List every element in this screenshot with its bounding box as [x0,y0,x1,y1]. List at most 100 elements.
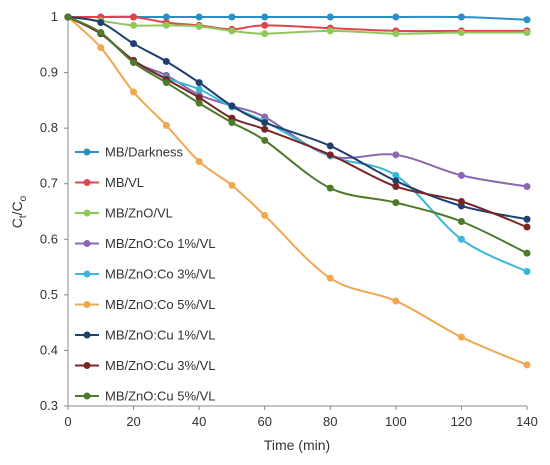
y-tick-label: 0.7 [40,176,58,191]
data-point [261,211,269,219]
y-ticks: 0.3 0.4 0.5 0.6 0.7 0.8 0.9 1 [40,9,68,413]
data-point [392,182,400,190]
x-tick-label: 140 [516,414,538,429]
series-9 [64,13,531,257]
data-point [523,361,531,369]
legend: MB/Darkness MB/VL MB/ZnO/VL MB/ZnO:Co 1%/VL… [75,145,216,404]
series-line [68,15,527,33]
series-3 [64,13,531,38]
data-point [97,29,105,37]
y-axis-title: Ct/Co [9,195,29,228]
y-tick-label: 0.8 [40,120,58,135]
legend-item: MB/ZnO:Cu 3%/VL [75,358,216,373]
x-tick-label: 80 [323,414,337,429]
legend-label: MB/ZnO:Co 3%/VL [105,267,216,282]
data-point [326,13,334,21]
legend-item: MB/ZnO:Co 1%/VL [75,236,216,251]
data-point [326,27,334,35]
legend-label: MB/ZnO/VL [105,206,173,221]
series-line [67,16,528,366]
series-6 [64,13,531,369]
legend-swatch-marker [83,209,91,217]
data-point [195,99,203,107]
legend-item: MB/ZnO/VL [75,206,173,221]
series-line [67,16,528,188]
legend-label: MB/ZnO:Co 5%/VL [105,297,216,312]
x-tick-label: 120 [451,414,473,429]
legend-label: MB/Darkness [105,145,184,160]
data-point [523,16,531,24]
data-point [392,199,400,207]
data-point [228,102,236,110]
x-tick-label: 60 [257,414,271,429]
data-point [261,119,269,127]
data-point [130,21,138,29]
data-point [457,333,465,341]
x-ticks: 0 20 40 60 80 100 120 140 [64,406,538,429]
data-point [392,171,400,179]
x-tick-label: 20 [126,414,140,429]
legend-label: MB/ZnO:Cu 5%/VL [105,389,216,404]
data-point [392,13,400,21]
data-point [195,22,203,30]
data-point [261,30,269,38]
data-point [457,218,465,226]
series-7 [64,13,531,223]
data-point [392,297,400,305]
data-point [457,197,465,205]
y-tick-label: 1 [51,9,58,24]
data-point [326,274,334,282]
legend-swatch-marker [83,270,91,278]
data-point [195,85,203,93]
x-tick-label: 100 [385,414,407,429]
data-point [261,21,269,29]
legend-item: MB/VL [75,175,144,190]
series-4 [64,13,531,190]
data-point [228,13,236,21]
data-point [162,21,170,29]
data-point [523,249,531,257]
legend-item: MB/ZnO:Cu 1%/VL [75,328,216,343]
legend-item: MB/Darkness [75,145,184,160]
data-point [261,136,269,144]
legend-swatch-marker [83,240,91,247]
legend-label: MB/ZnO:Cu 1%/VL [105,328,216,343]
legend-swatch-marker [83,301,91,308]
data-point [392,151,400,159]
data-point [195,79,203,87]
legend-swatch-marker [83,362,91,369]
data-point [162,79,170,87]
y-tick-label: 0.3 [40,398,58,413]
legend-swatch-marker [83,148,91,156]
y-tick-label: 0.6 [40,231,58,246]
data-point [162,121,170,129]
legend-label: MB/VL [105,175,144,190]
legend-label: MB/ZnO:Co 1%/VL [105,236,216,251]
data-point [195,157,203,165]
data-point [130,59,138,67]
data-point [195,94,203,102]
data-point [228,119,236,127]
legend-item: MB/ZnO:Co 5%/VL [75,297,216,312]
data-point [97,44,105,52]
data-point [162,57,170,65]
data-point [130,88,138,96]
data-point [162,13,170,21]
legend-swatch-marker [83,392,91,400]
data-point [392,30,400,38]
data-point [457,235,465,243]
data-point [392,177,400,185]
data-point [228,27,236,35]
legend-item: MB/ZnO:Cu 5%/VL [75,389,216,404]
x-axis-title: Time (min) [264,437,330,453]
series-line [67,16,528,255]
data-point [326,142,334,150]
data-point [326,151,334,159]
data-point [130,13,138,21]
legend-swatch-marker [83,331,91,339]
axes [67,17,527,407]
y-tick-label: 0.5 [40,287,58,302]
data-point [195,13,203,21]
data-point [64,13,72,21]
